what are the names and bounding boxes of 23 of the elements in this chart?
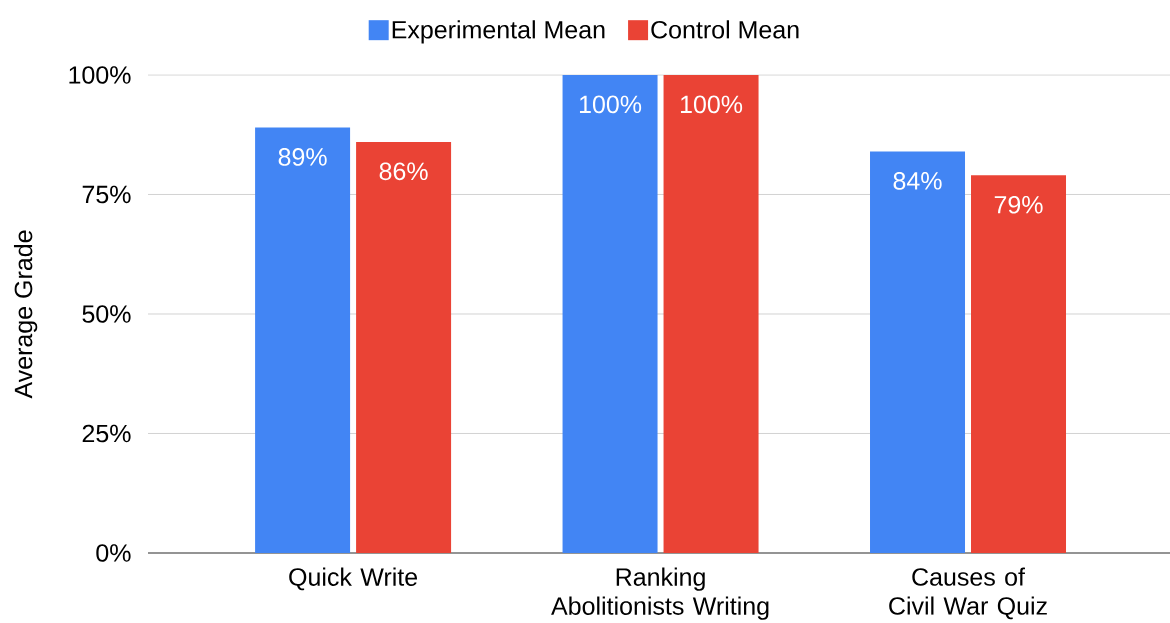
y-tick-label: 50% [82,305,131,323]
legend-label: Experimental Mean [392,20,605,44]
x-tick-label: Quick Write [289,567,418,591]
x-tick-label: Causes of Civil War Quiz [889,567,1047,620]
y-tick-label: 0% [96,544,131,562]
data-label: 100% [579,95,642,114]
data-label: 86% [379,162,428,181]
y-tick-label: 100% [69,66,131,84]
data-label: 84% [893,172,942,190]
x-tick-label: Ranking Abolitionists Writing [551,567,769,620]
data-label: 100% [680,95,743,114]
y-axis-title: Average Grade [13,230,38,399]
bar [562,74,658,553]
bar [971,175,1067,553]
bar [356,141,452,553]
y-tick-label: 25% [82,424,131,443]
bar [255,127,351,553]
legend-label: Control Mean [651,20,799,39]
y-tick-label: 75% [82,185,131,204]
bar [663,74,759,553]
data-label: 79% [994,195,1043,214]
data-label: 89% [278,148,327,166]
bar [870,151,966,553]
